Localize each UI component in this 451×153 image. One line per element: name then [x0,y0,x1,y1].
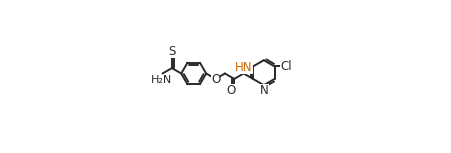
Text: S: S [168,45,175,58]
Text: Cl: Cl [280,60,291,73]
Text: O: O [211,73,220,86]
Text: N: N [260,84,268,97]
Text: HN: HN [235,61,252,74]
Text: H₂N: H₂N [151,75,172,84]
Text: O: O [226,84,235,97]
